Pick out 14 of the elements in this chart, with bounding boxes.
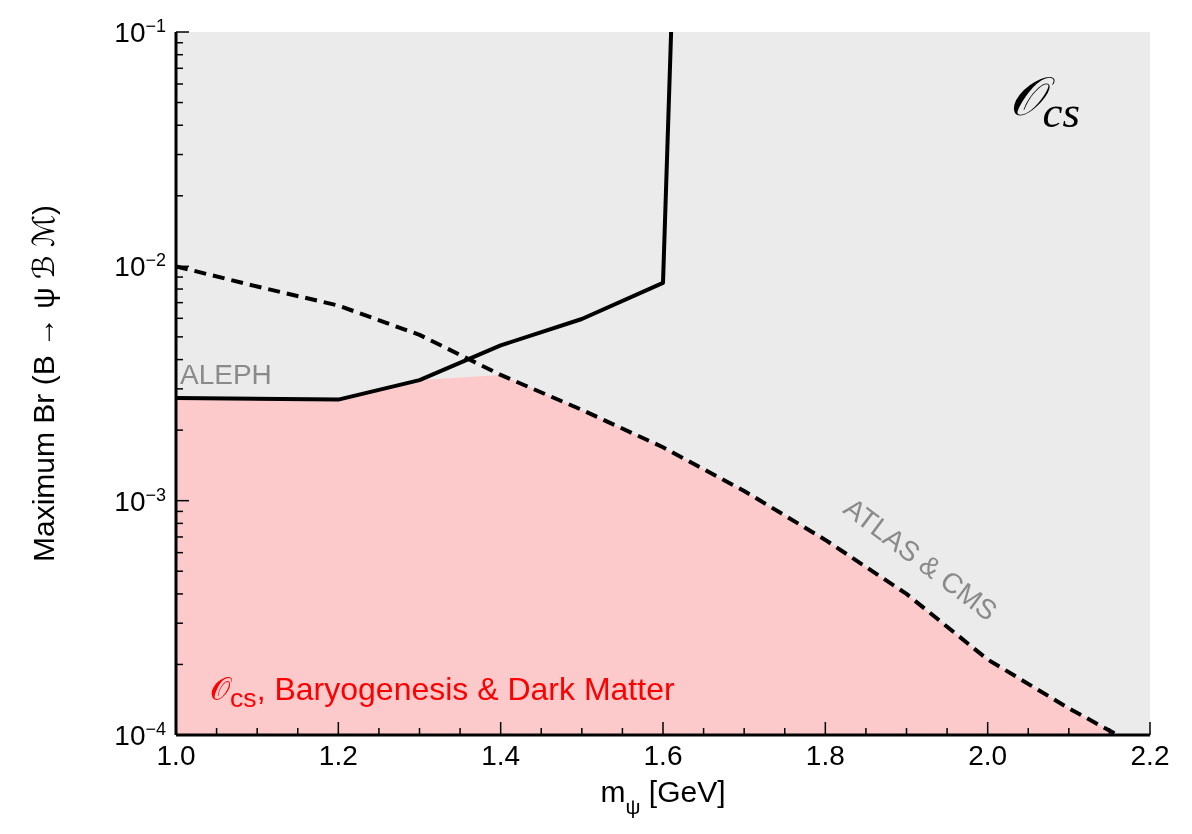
y-tick-label: 10$^{−2}$: [114, 250, 166, 283]
x-tick-label: 2.2: [1130, 740, 1170, 771]
x-tick-label: 1.8: [805, 740, 845, 771]
annotation: 𝒪$_{cs}$: [1008, 67, 1080, 138]
x-tick-label: 2.0: [968, 740, 1008, 771]
x-tick-label: 1.4: [481, 740, 521, 771]
y-tick-label: 10$^{−1}$: [114, 16, 166, 48]
x-tick-label: 1.6: [643, 740, 683, 771]
x-tick-label: 1.2: [318, 740, 358, 771]
annotation: ALEPH: [180, 359, 272, 391]
annotation: 𝒪$_{cs}$, Baryogenesis & Dark Matter: [210, 671, 675, 714]
y-axis-title: Maximum Br (B → ψ ℬ ℳ): [27, 204, 60, 563]
x-axis-title: m$_{ψ}$ [GeV]: [600, 775, 726, 818]
y-tick-label: 10$^{−3}$: [114, 484, 166, 517]
